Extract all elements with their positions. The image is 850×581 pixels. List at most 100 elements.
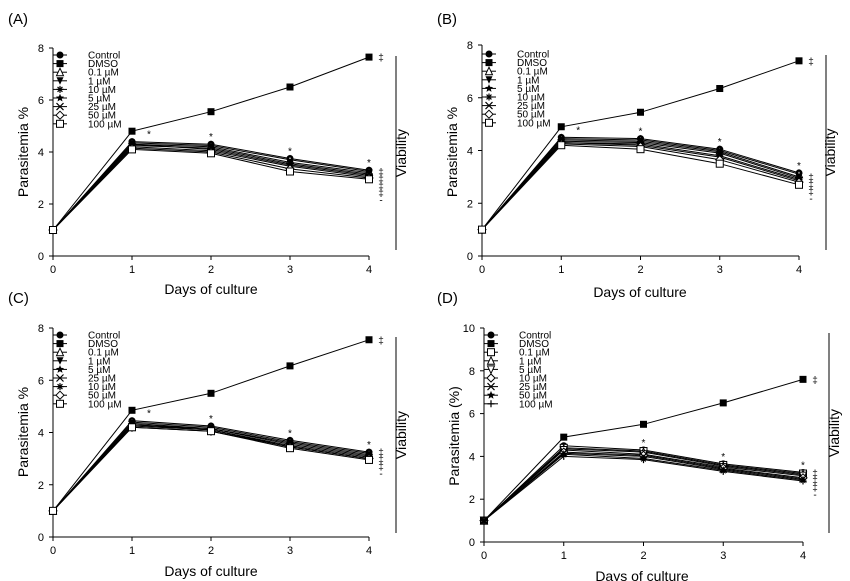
data-point — [637, 108, 644, 116]
dmso-significance-mark: ‡ — [808, 57, 814, 68]
x-tick-label: 2 — [637, 264, 643, 276]
x-tick-label: 4 — [800, 550, 806, 562]
legend-label: 1 µM — [88, 356, 110, 367]
significance-star: * — [576, 125, 580, 136]
legend-marker — [485, 101, 493, 110]
legend-marker — [56, 60, 64, 68]
legend-label: 0.1 µM — [519, 348, 550, 359]
legend-label: Control — [517, 50, 549, 61]
treatment-significance-mark: - — [813, 490, 816, 501]
treatment-significance-mark: - — [379, 469, 382, 480]
x-tick-label: 3 — [287, 264, 293, 276]
legend-marker — [487, 340, 495, 348]
x-tick-label: 4 — [366, 264, 372, 276]
data-point — [207, 389, 215, 397]
legend-label: 1 µM — [519, 356, 541, 367]
legend-label: Control — [519, 331, 551, 342]
y-axis-title: Parasitemia (%) — [446, 386, 462, 486]
significance-star: * — [209, 132, 213, 143]
data-point — [640, 420, 647, 428]
treatment-significance-mark: ‡ — [808, 173, 814, 184]
panel-label: (A) — [8, 11, 28, 28]
viability-label: Viability — [826, 409, 842, 457]
x-tick-label: 3 — [720, 550, 726, 562]
x-axis-title: Days of culture — [593, 284, 687, 300]
series-line-8 — [52, 148, 370, 231]
data-point — [365, 175, 373, 184]
x-axis-title: Days of culture — [595, 568, 689, 581]
dmso-significance-mark: ‡ — [378, 336, 384, 347]
legend-marker — [484, 66, 494, 76]
chart-panel-d: (D) 0 2 4 6 8 10 0 1 2 3 4 Days of culture Parasitemi… — [437, 290, 842, 581]
legend-label: 10 µM — [88, 85, 116, 96]
y-tick-label: 0 — [469, 537, 475, 549]
x-tick-label: 1 — [558, 264, 564, 276]
treatment-significance-mark: ‡ — [378, 462, 384, 473]
data-point — [128, 423, 136, 432]
treatment-significance-mark: ‡ — [378, 174, 384, 185]
data-point — [286, 362, 294, 370]
y-tick-label: 0 — [38, 251, 44, 263]
data-point — [286, 444, 294, 453]
data-point — [719, 467, 727, 475]
x-tick-label: 0 — [479, 264, 485, 276]
y-tick-label: 10 — [463, 323, 475, 335]
legend-label: 5 µM — [88, 94, 110, 105]
treatment-significance-mark: - — [809, 194, 812, 205]
legend-label: 5 µM — [88, 365, 110, 376]
series-line-8 — [52, 426, 370, 512]
data-point — [795, 180, 803, 189]
data-point — [716, 85, 724, 93]
series-line-8 — [481, 144, 800, 230]
legend-label: DMSO — [88, 339, 118, 350]
x-tick-label: 4 — [366, 545, 372, 557]
data-point — [365, 455, 373, 464]
legend-marker — [486, 390, 496, 399]
x-tick-label: 3 — [287, 545, 293, 557]
significance-star: * — [147, 130, 151, 141]
legend-label: 100 µM — [517, 118, 551, 129]
chart-panel-c: (C) 0 2 4 6 8 0 1 2 3 4 Days of culture Parasitemia … — [8, 290, 409, 579]
legend-marker — [56, 77, 64, 85]
x-tick-label: 1 — [129, 545, 135, 557]
legend-marker — [55, 390, 65, 400]
legend-label: DMSO — [88, 59, 118, 70]
legend-label: 1 µM — [517, 75, 539, 86]
x-axis-title: Days of culture — [164, 281, 258, 297]
legend-marker — [56, 383, 64, 391]
significance-star: * — [797, 161, 801, 172]
viability-label: Viability — [822, 129, 838, 177]
y-tick-label: 6 — [467, 93, 473, 105]
y-tick-label: 4 — [469, 451, 475, 463]
y-tick-label: 4 — [467, 146, 473, 158]
data-point — [286, 167, 294, 176]
series-line-6 — [52, 425, 370, 512]
legend-label: 25 µM — [519, 382, 547, 393]
legend-marker — [55, 93, 65, 102]
legend-label: 50 µM — [517, 110, 545, 121]
legend-marker — [487, 400, 495, 408]
legend-label: 50 µM — [519, 391, 547, 402]
x-tick-label: 0 — [481, 550, 487, 562]
data-point — [49, 226, 57, 234]
legend-marker — [485, 93, 493, 101]
legend-marker — [484, 109, 494, 119]
legend-marker — [484, 84, 494, 92]
legend-marker — [486, 373, 496, 383]
data-point — [557, 123, 565, 131]
legend-label: Control — [88, 51, 120, 62]
treatment-significance-mark: ‡ — [812, 476, 818, 487]
legend-marker — [55, 110, 65, 120]
significance-star: * — [721, 452, 725, 463]
y-tick-label: 6 — [38, 95, 44, 107]
legend-marker — [487, 348, 495, 357]
legend-marker — [56, 331, 64, 339]
significance-star: * — [642, 438, 646, 449]
significance-star: * — [209, 414, 213, 425]
panel-label: (D) — [437, 290, 458, 307]
treatment-significance-mark: ‡ — [378, 455, 384, 466]
treatment-significance-mark: ‡ — [812, 483, 818, 494]
data-point — [478, 225, 486, 234]
y-tick-label: 8 — [38, 323, 44, 335]
